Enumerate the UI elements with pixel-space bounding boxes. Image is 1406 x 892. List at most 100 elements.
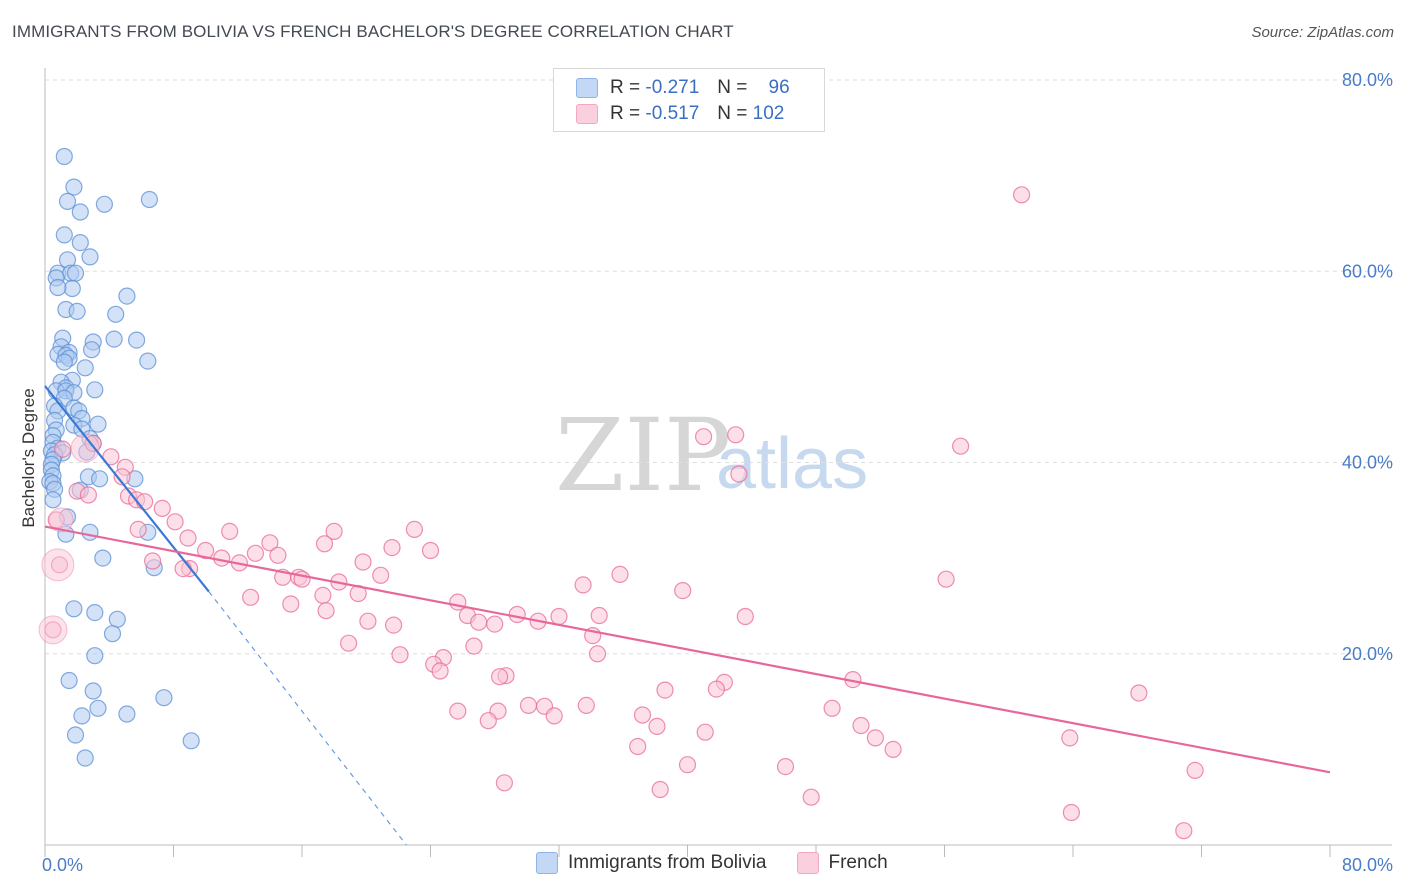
french-point (354, 553, 372, 571)
y-tick-label: 80.0% (1342, 70, 1393, 90)
watermark: ZIP atlas (555, 397, 868, 514)
french-point (656, 681, 674, 699)
series-french-points (38, 186, 1204, 840)
bolivia-point (86, 647, 104, 665)
french-point (383, 538, 401, 557)
bolivia-point (82, 341, 101, 359)
french-point (852, 716, 870, 735)
bolivia-point (139, 352, 157, 370)
french-point (574, 576, 592, 594)
french-point (129, 520, 147, 539)
legend-r-label: R = (610, 103, 641, 124)
french-point (372, 566, 390, 584)
french-point (590, 606, 608, 625)
french-point (1012, 186, 1031, 204)
french-point (340, 634, 358, 652)
bolivia-point (86, 381, 104, 399)
bolivia-point (68, 302, 86, 320)
french-point (405, 520, 423, 539)
french-point (651, 780, 669, 799)
french-point (1061, 729, 1079, 747)
bolivia-point (71, 203, 89, 221)
bolivia-point (155, 689, 173, 707)
trend-line-bolivia (44, 385, 210, 593)
legend-r-value-bolivia: -0.271 (645, 77, 700, 98)
french-point (136, 493, 154, 511)
french-point (242, 588, 260, 606)
french-point (519, 696, 538, 715)
watermark-zip: ZIP (555, 397, 731, 514)
french-point (113, 468, 131, 486)
bolivia-point (49, 278, 67, 297)
french-point (491, 668, 509, 686)
french-point (486, 615, 504, 633)
french-point (449, 702, 467, 720)
french-point (213, 549, 231, 567)
french-point (221, 522, 239, 541)
french-point (937, 570, 955, 588)
french-point-large (38, 615, 68, 645)
bolivia-point (118, 287, 136, 305)
trend-lines (44, 385, 1331, 846)
french-point (385, 616, 403, 634)
x-tick-label-max: 80.0% (1342, 855, 1393, 875)
bolivia-point (44, 491, 62, 509)
bolivia-point (105, 330, 123, 348)
bolivia-point (66, 264, 85, 282)
bolivia-point (81, 248, 99, 266)
french-point (674, 581, 692, 600)
legend-item-french[interactable]: French (796, 852, 888, 874)
bolivia-point (118, 705, 136, 723)
bolivia-point (140, 190, 158, 209)
bolivia-point (107, 305, 125, 323)
bolivia-point (86, 603, 104, 622)
french-point (359, 612, 377, 630)
french-point (802, 788, 820, 806)
french-point (694, 428, 713, 446)
french-point (707, 680, 726, 698)
french-point-large (48, 507, 74, 533)
french-point (1062, 803, 1081, 822)
french-point (776, 757, 795, 776)
legend-r-value-french: -0.517 (645, 103, 700, 124)
gridlines (45, 79, 1392, 655)
french-point (465, 637, 483, 655)
french-point (54, 440, 72, 458)
french-point (633, 706, 652, 724)
french-point (261, 534, 279, 552)
bolivia-point (89, 699, 107, 717)
bolivia-point (63, 279, 81, 298)
legend-swatch-french-bottom (796, 852, 819, 874)
bolivia-point (108, 610, 126, 628)
french-point (179, 529, 197, 547)
french-point (197, 541, 215, 560)
legend-swatch-bolivia (576, 78, 598, 98)
legend-item-bolivia[interactable]: Immigrants from Bolivia (536, 852, 767, 874)
french-point (1186, 761, 1204, 780)
french-point (495, 774, 513, 792)
series-legend: Immigrants from Bolivia French (536, 852, 918, 874)
french-point (246, 544, 264, 562)
french-point (648, 717, 666, 736)
bolivia-point (65, 178, 83, 196)
bolivia-point (55, 226, 73, 244)
french-point (727, 426, 745, 444)
bolivia-point (58, 192, 77, 210)
y-tick-label: 20.0% (1342, 644, 1393, 664)
legend-row-bolivia: R = -0.271 N = 96 (576, 75, 790, 101)
bolivia-point (103, 625, 122, 643)
french-point (823, 699, 841, 717)
french-point (153, 499, 171, 517)
french-point (951, 437, 970, 455)
french-point (1175, 822, 1193, 840)
french-point (421, 541, 440, 560)
french-point (884, 740, 902, 759)
trend-line-bolivia-extension (208, 591, 407, 846)
bolivia-point (89, 415, 107, 433)
french-point (479, 712, 497, 730)
source-label: Source: ZipAtlas.com (1251, 24, 1394, 41)
french-point (166, 513, 184, 531)
bolivia-point (94, 549, 112, 567)
french-point (314, 586, 332, 605)
